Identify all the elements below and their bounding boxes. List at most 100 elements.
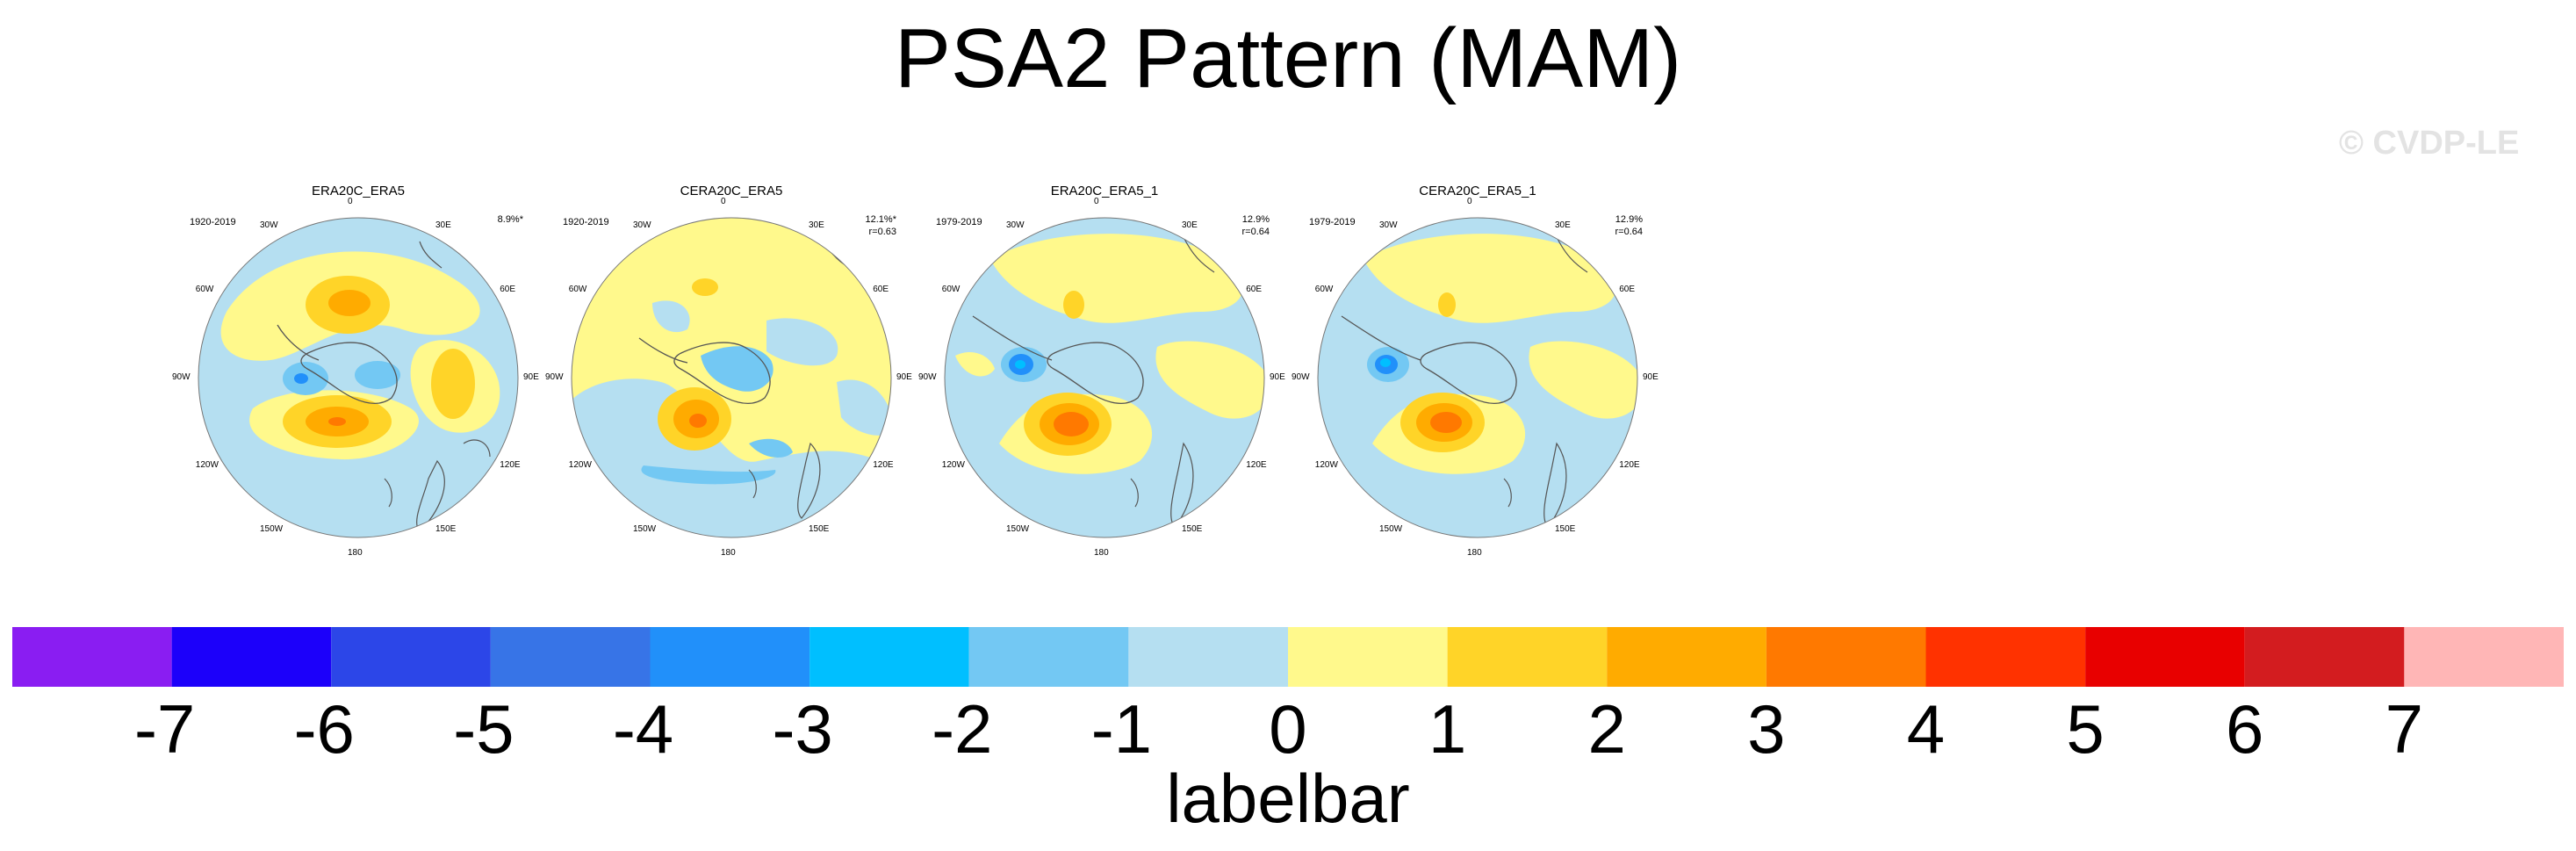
labelbar-tick-label: 0 bbox=[1269, 690, 1307, 768]
anomaly-contour-neg-1 bbox=[641, 465, 776, 485]
panel-period: 1920-2019 bbox=[190, 217, 236, 227]
longitude-label: 60W bbox=[195, 285, 214, 294]
positive-anomaly-region bbox=[1364, 234, 1616, 323]
longitude-label: 150E bbox=[1555, 524, 1576, 535]
anomaly-contour-1 bbox=[431, 349, 475, 419]
anomaly-contour-neg-3 bbox=[1380, 358, 1391, 367]
labelbar-tick-label: -2 bbox=[932, 690, 993, 768]
anomaly-contour-3 bbox=[328, 417, 346, 426]
labelbar-title: labelbar bbox=[1166, 760, 1410, 837]
longitude-label: 30W bbox=[260, 220, 278, 230]
panel-title: CERA20C_ERA5 bbox=[680, 184, 783, 198]
labelbar-tick-label: 5 bbox=[2066, 690, 2105, 768]
anomaly-contour-neg-2 bbox=[294, 373, 308, 384]
labelbar-tick-label: -7 bbox=[133, 690, 196, 768]
panel-correlation: r=0.63 bbox=[868, 227, 897, 237]
longitude-label: 60W bbox=[1314, 285, 1334, 294]
labelbar-color-box bbox=[1766, 627, 1926, 687]
longitude-label: 0 bbox=[721, 197, 726, 206]
labelbar-color-box bbox=[809, 627, 969, 687]
panel-variance: 12.9% bbox=[1241, 214, 1270, 225]
coastline bbox=[1503, 478, 1512, 508]
anomaly-contour-neg-1 bbox=[749, 438, 793, 458]
coastline bbox=[1420, 342, 1517, 405]
anomaly-contour-3 bbox=[689, 414, 707, 428]
longitude-label: 30W bbox=[633, 220, 651, 230]
longitude-label: 120W bbox=[1314, 460, 1338, 470]
panel-correlation: r=0.64 bbox=[1241, 227, 1270, 237]
longitude-label: 90W bbox=[918, 372, 937, 382]
anomaly-contour-neg-1 bbox=[701, 346, 774, 392]
labelbar-color-box bbox=[1925, 627, 2086, 687]
labelbar-color-box bbox=[490, 627, 651, 687]
coastline bbox=[797, 442, 821, 519]
coastline bbox=[748, 469, 757, 499]
coastline bbox=[1130, 478, 1139, 508]
labelbar-color-box bbox=[2244, 627, 2405, 687]
panel-stats: 12.1%* r=0.63 bbox=[866, 213, 896, 238]
longitude-label: 60E bbox=[1246, 285, 1262, 294]
anomaly-contour-3 bbox=[1430, 412, 1462, 433]
labelbar-tick-label: -1 bbox=[1090, 690, 1153, 768]
labelbar-color-box bbox=[650, 627, 810, 687]
longitude-label: 120E bbox=[1619, 460, 1640, 470]
map-border bbox=[944, 217, 1265, 538]
negative-anomaly-region bbox=[766, 318, 838, 366]
longitude-label: 120E bbox=[500, 460, 521, 470]
panel-variance: 12.9% bbox=[1615, 214, 1643, 225]
positive-anomaly-region bbox=[1529, 341, 1637, 419]
panel-title: ERA20C_ERA5_1 bbox=[1050, 184, 1159, 198]
panel-period: 1979-2019 bbox=[936, 217, 982, 227]
longitude-label: 150W bbox=[633, 524, 657, 535]
panel-correlation: r=0.64 bbox=[1615, 227, 1644, 237]
coastline bbox=[638, 337, 688, 364]
coastline bbox=[1341, 315, 1421, 361]
longitude-label: 0 bbox=[1467, 197, 1472, 206]
anomaly-contour-1 bbox=[692, 278, 718, 296]
map-border bbox=[198, 217, 519, 538]
longitude-label: 30E bbox=[809, 220, 824, 230]
polar-map bbox=[571, 217, 892, 538]
panel-stats: 12.9% r=0.64 bbox=[1242, 213, 1270, 238]
anomaly-contour-1 bbox=[1063, 291, 1084, 319]
longitude-label: 90E bbox=[1643, 372, 1659, 382]
longitude-label: 180 bbox=[1094, 548, 1109, 558]
longitude-label: 0 bbox=[1094, 197, 1099, 206]
longitude-label: 120W bbox=[941, 460, 965, 470]
labelbar-tick-label: -5 bbox=[453, 690, 514, 768]
anomaly-contour-3 bbox=[1054, 412, 1089, 436]
positive-anomaly-region bbox=[990, 234, 1243, 323]
labelbar-color-box bbox=[1447, 627, 1608, 687]
panel-stats: 8.9%* bbox=[498, 213, 523, 226]
negative-anomaly-region bbox=[652, 300, 690, 333]
labelbar-tick-label: 6 bbox=[2226, 690, 2264, 768]
panel-title: CERA20C_ERA5_1 bbox=[1419, 184, 1536, 198]
longitude-label: 150E bbox=[809, 524, 830, 535]
longitude-label: 120W bbox=[568, 460, 592, 470]
anomaly-contour-neg-3 bbox=[1015, 360, 1025, 369]
coastline bbox=[1047, 342, 1144, 405]
labelbar-color-box bbox=[171, 627, 332, 687]
panel-period: 1979-2019 bbox=[1309, 217, 1356, 227]
longitude-label: 60E bbox=[873, 285, 889, 294]
coastline bbox=[277, 324, 320, 361]
map-panel-4: CERA20C_ERA5_1 1979-2019 12.9% r=0.64 0 3… bbox=[1292, 180, 1662, 558]
labelbar-tick-label: 3 bbox=[1747, 690, 1786, 768]
longitude-label: 150W bbox=[260, 524, 284, 535]
labelbar-tick-label: -6 bbox=[293, 690, 355, 768]
panel-stats: 12.9% r=0.64 bbox=[1615, 213, 1644, 238]
labelbar-color-box bbox=[331, 627, 491, 687]
labelbar-ticks: -7 -6 -5 -4 -3 -2 -1 0 1 2 3 4 5 6 7 bbox=[0, 694, 2576, 764]
map-border bbox=[1317, 217, 1638, 538]
longitude-label: 30W bbox=[1379, 220, 1398, 230]
polar-map bbox=[944, 217, 1265, 538]
panel-variance: 12.1%* bbox=[865, 214, 896, 225]
panel-title: ERA20C_ERA5 bbox=[312, 184, 405, 198]
longitude-label: 180 bbox=[721, 548, 736, 558]
longitude-label: 60E bbox=[1619, 285, 1635, 294]
labelbar-tick-label: -4 bbox=[612, 690, 674, 768]
longitude-label: 90W bbox=[545, 372, 564, 382]
longitude-label: 60W bbox=[568, 285, 587, 294]
longitude-label: 150W bbox=[1379, 524, 1403, 535]
